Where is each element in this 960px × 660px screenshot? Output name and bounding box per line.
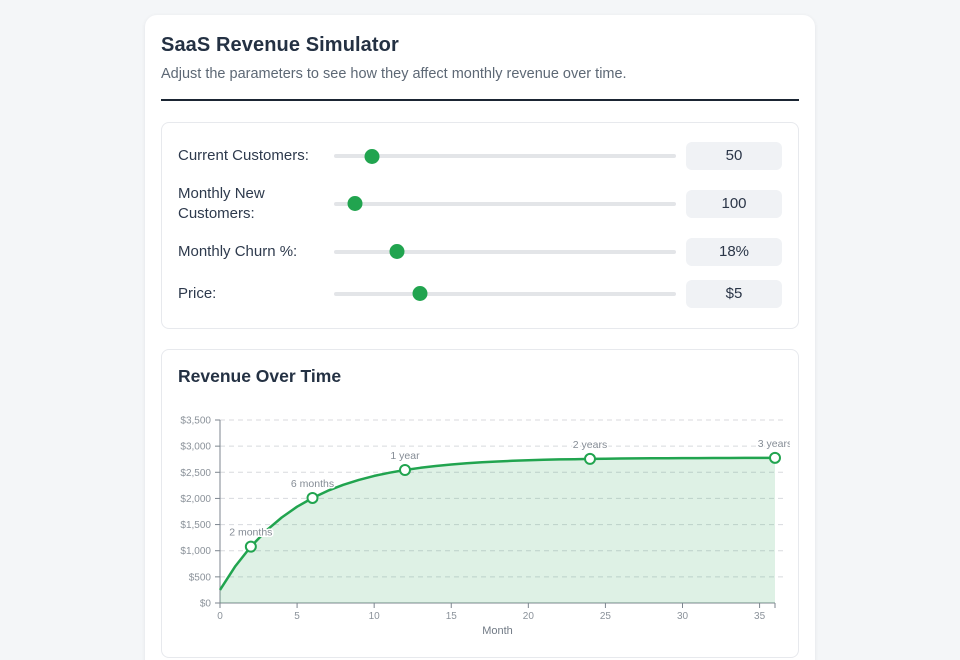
slider-track[interactable] [334,249,676,254]
svg-text:$500: $500 [189,572,212,583]
parameter-controls-panel: Current Customers: 50 Monthly New Custom… [161,122,799,329]
slider-track[interactable] [334,291,676,296]
svg-text:$1,500: $1,500 [180,520,211,531]
slider-thumb[interactable] [364,148,380,164]
svg-text:0: 0 [217,611,223,622]
svg-text:Month: Month [482,625,513,637]
title-divider [161,99,799,101]
monthly-new-customers-value: 100 [686,189,782,218]
current-customers-value: 50 [686,142,782,170]
main-card: SaaS Revenue Simulator Adjust the parame… [145,15,815,660]
revenue-chart-svg: $0 $500 $1,000 $1,500 $2,000 $2,500 $3,000 $3,5… [180,415,790,637]
monthly-churn-slider[interactable] [334,244,676,260]
page-subtitle: Adjust the parameters to see how they af… [161,66,627,82]
svg-text:$3,500: $3,500 [180,415,211,426]
svg-text:20: 20 [523,611,535,622]
slider-track[interactable] [334,154,676,158]
milestone-marker [769,451,781,464]
milestone-label: 2 years [573,438,607,450]
svg-text:$2,500: $2,500 [180,467,211,478]
current-customers-label: Current Customers: [178,147,309,165]
monthly-churn-label: Monthly Churn %: [178,242,298,260]
svg-text:5: 5 [294,611,300,622]
svg-text:$1,000: $1,000 [180,546,211,557]
milestone-marker [306,491,319,504]
control-row-current-customers: Current Customers: 50 [178,135,782,177]
axes: $0 $500 $1,000 $1,500 $2,000 $2,500 $3,000 $3,5… [180,415,776,637]
revenue-chart-panel: Revenue Over Time $0 $500 $1,000 $1,500 $2,0… [161,348,799,658]
control-row-monthly-churn: Monthly Churn %: 18% [178,231,782,273]
slider-thumb[interactable] [389,244,405,260]
price-slider[interactable] [334,286,676,302]
svg-text:10: 10 [369,611,381,622]
slider-track[interactable] [334,201,676,206]
svg-text:35: 35 [754,611,766,622]
monthly-new-customers-label: Monthly New Customers: [178,185,265,222]
annotations: 2 months 6 months 1 year 2 years 3 years [228,436,790,553]
svg-text:$2,000: $2,000 [180,494,211,505]
revenue-area [220,457,775,603]
svg-text:15: 15 [446,611,458,622]
chart-title: Revenue Over Time [178,365,342,386]
svg-text:$3,000: $3,000 [180,441,211,452]
milestone-label: 6 months [291,478,334,490]
svg-text:30: 30 [677,611,689,622]
milestone-marker [399,463,411,476]
svg-text:25: 25 [600,611,612,622]
page-title: SaaS Revenue Simulator [161,34,399,56]
slider-thumb[interactable] [412,286,428,302]
monthly-new-customers-slider[interactable] [334,196,676,212]
svg-text:$0: $0 [200,598,212,609]
milestone-marker [244,540,257,553]
current-customers-slider[interactable] [334,148,676,164]
milestone-label: 1 year [390,450,420,462]
milestone-marker [584,452,596,465]
milestone-label: 3 years [758,437,790,449]
slider-thumb[interactable] [347,196,363,212]
control-row-monthly-new-customers: Monthly New Customers: 100 [178,177,782,231]
milestone-label: 2 months [229,526,272,538]
price-label: Price: [178,284,217,302]
price-value: $5 [686,279,782,308]
monthly-churn-value: 18% [686,237,782,266]
control-row-price: Price: $5 [178,273,782,315]
